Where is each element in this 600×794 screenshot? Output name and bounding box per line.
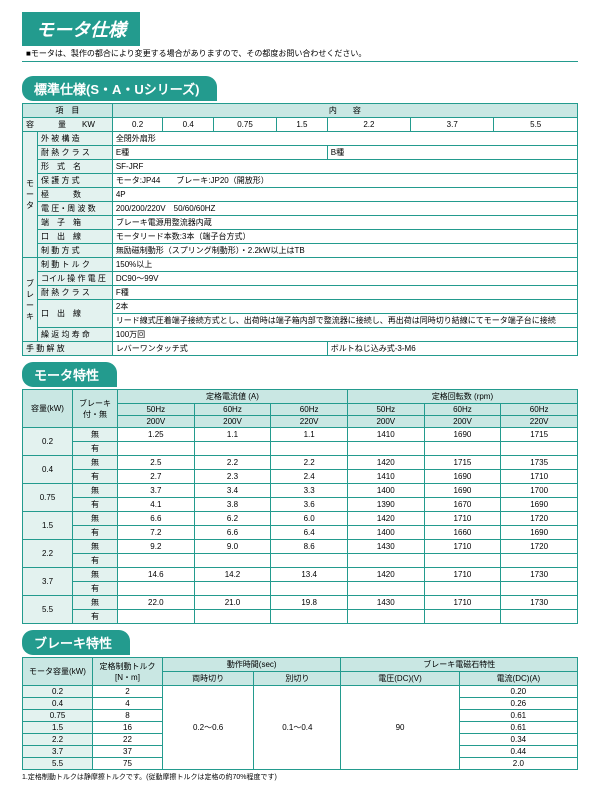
rv: 全閉外扇形 <box>112 132 577 146</box>
h-content: 内 容 <box>112 104 577 118</box>
rv: SF-JRF <box>112 160 577 174</box>
h-rpm: 定格回転数 (rpm) <box>347 390 577 404</box>
rv: 無励磁制動形（スプリング制動形）・2.2kW以上はTB <box>112 244 577 258</box>
h-a: 電流(DC)(A) <box>459 672 577 686</box>
h60: 60Hz <box>424 404 501 416</box>
rv: E種 <box>112 146 327 160</box>
h60: 60Hz <box>271 404 348 416</box>
rv: B種 <box>327 146 577 160</box>
rv: 200/200/220V 50/60/60HZ <box>112 202 577 216</box>
divider <box>22 61 578 62</box>
section1-title: 標準仕様(S・A・Uシリーズ) <box>22 76 217 101</box>
section3-title: ブレーキ特性 <box>22 630 130 655</box>
rv: ボルトねじ込み式-3-M6 <box>327 342 577 356</box>
h60: 60Hz <box>194 404 271 416</box>
r: 手 動 解 放 <box>23 342 113 356</box>
rv: F種 <box>112 286 577 300</box>
cap-v: 3.7 <box>411 118 494 132</box>
r: 耐 熱 ク ラ ス <box>38 146 113 160</box>
h200: 200V <box>194 416 271 428</box>
h-t1: 両時切り <box>163 672 254 686</box>
r: 電 圧・周 波 数 <box>38 202 113 216</box>
h-time: 動作時間(sec) <box>163 658 341 672</box>
h60: 60Hz <box>501 404 578 416</box>
rv: 150%以上 <box>112 258 577 272</box>
cap-v: 5.5 <box>494 118 578 132</box>
section2-title: モータ特性 <box>22 362 117 387</box>
cap-v: 0.2 <box>112 118 163 132</box>
h-v: 電圧(DC)(V) <box>341 672 459 686</box>
h-brk: ブレーキ付・無 <box>73 390 118 428</box>
r: 口 出 線 <box>38 230 113 244</box>
rv: 100万回 <box>112 328 577 342</box>
r: 繰 返 均 寿 命 <box>38 328 113 342</box>
r: 口 出 線 <box>38 300 113 328</box>
side-motor: モータ <box>23 132 38 258</box>
spec-table: 項 目 内 容 容 量 KW 0.2 0.4 0.75 1.5 2.2 3.7 … <box>22 103 578 356</box>
rv: モータリード本数:3本（端子台方式） <box>112 230 577 244</box>
side-brake: ブレーキ <box>23 258 38 342</box>
r: コイル 操 作 電 圧 <box>38 272 113 286</box>
cap-v: 1.5 <box>277 118 328 132</box>
h-cap: 容量(kW) <box>23 390 73 428</box>
rv: ブレーキ電源用整流器内蔵 <box>112 216 577 230</box>
h-amp: 定格電流値 (A) <box>118 390 348 404</box>
top-note: ■モータは、製作の都合により変更する場合がありますので、その都度お問い合わせくだ… <box>22 48 578 59</box>
h-t2: 別切り <box>254 672 341 686</box>
h200: 200V <box>424 416 501 428</box>
h200: 200V <box>118 416 195 428</box>
h220: 220V <box>501 416 578 428</box>
rv: リード線式圧着端子接続方式とし、出荷時は端子箱内部で整流器に接続し、再出荷は同時… <box>112 314 577 328</box>
r: 制 動 方 式 <box>38 244 113 258</box>
r: 極 数 <box>38 188 113 202</box>
h200: 200V <box>347 416 424 428</box>
r: 保 護 方 式 <box>38 174 113 188</box>
footnote: 1.定格制動トルクは静摩擦トルクです。(従動摩擦トルクは定格の約70%程度です) <box>22 772 578 782</box>
rv: DC90～99V <box>112 272 577 286</box>
h-mag: ブレーキ電磁石特性 <box>341 658 578 672</box>
h50: 50Hz <box>347 404 424 416</box>
h-item: 項 目 <box>23 104 113 118</box>
cap-v: 0.4 <box>163 118 214 132</box>
cap-label: 容 量 KW <box>23 118 113 132</box>
cap-v: 0.75 <box>214 118 277 132</box>
h220: 220V <box>271 416 348 428</box>
r: 端 子 箱 <box>38 216 113 230</box>
rv: 4P <box>112 188 577 202</box>
motor-char-table: 容量(kW) ブレーキ付・無 定格電流値 (A) 定格回転数 (rpm) 50H… <box>22 389 578 624</box>
rv: 2本 <box>112 300 577 314</box>
h-cap: モータ容量(kW) <box>23 658 93 686</box>
h50: 50Hz <box>118 404 195 416</box>
brake-char-table: モータ容量(kW) 定格制動トルク[N・m] 動作時間(sec) ブレーキ電磁石… <box>22 657 578 770</box>
r: 制 動 ト ル ク <box>38 258 113 272</box>
r: 外 被 構 造 <box>38 132 113 146</box>
page-title: モータ仕様 <box>22 12 140 46</box>
rv: レバーワンタッチ式 <box>112 342 327 356</box>
rv: モータ:JP44 ブレーキ:JP20（開放形） <box>112 174 577 188</box>
r: 形 式 名 <box>38 160 113 174</box>
h-tq: 定格制動トルク[N・m] <box>93 658 163 686</box>
cap-v: 2.2 <box>327 118 410 132</box>
r: 耐 熱 ク ラ ス <box>38 286 113 300</box>
